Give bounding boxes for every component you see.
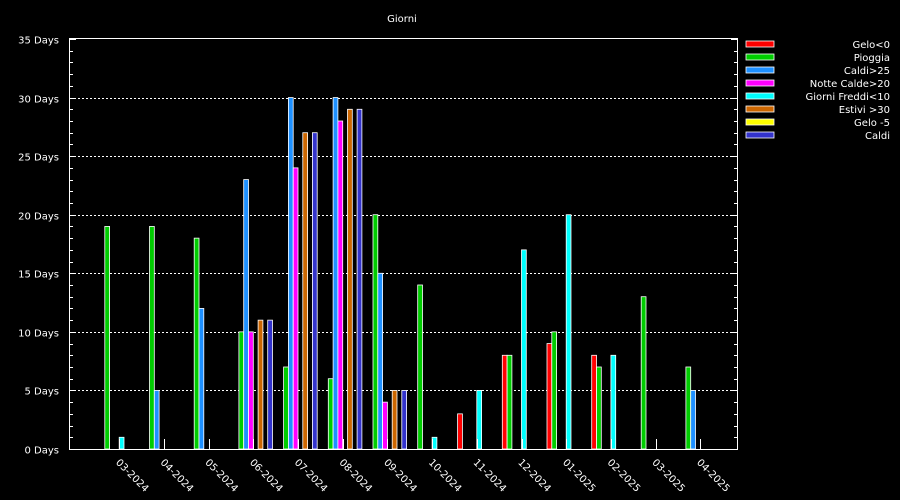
bar	[302, 132, 308, 450]
legend-label: Pioggia	[854, 53, 890, 64]
bar	[356, 108, 363, 450]
bar	[198, 308, 205, 450]
bar	[153, 390, 160, 450]
legend-swatch	[745, 66, 775, 74]
bar	[521, 249, 527, 450]
bar	[243, 179, 249, 450]
bar	[382, 401, 388, 450]
bar	[292, 167, 299, 450]
bar	[347, 108, 353, 450]
y-tick-label: 20 Days	[18, 212, 59, 223]
legend-label: Gelo -5	[854, 118, 890, 129]
legend-swatch	[745, 40, 775, 48]
bar	[640, 296, 647, 450]
legend-swatch	[745, 105, 775, 113]
bar	[546, 343, 553, 450]
bar	[501, 354, 508, 450]
bar	[506, 354, 513, 450]
legend: Gelo<0 Pioggia Caldi>25 Notte Calde>20 Giorn…	[745, 40, 890, 142]
legend-label: Gelo<0	[852, 40, 890, 51]
bar	[565, 214, 572, 450]
legend-swatch	[745, 92, 775, 100]
bar	[372, 214, 379, 450]
bar	[193, 237, 200, 450]
bar	[591, 354, 597, 450]
bar	[257, 319, 264, 450]
legend-label: Caldi>25	[844, 66, 890, 77]
bar	[332, 97, 339, 450]
bar	[283, 366, 289, 450]
y-tick-label: 25 Days	[18, 153, 59, 164]
legend-swatch	[745, 118, 775, 126]
bar	[267, 319, 273, 450]
bar	[457, 413, 463, 450]
legend-label: Estivi >30	[839, 105, 890, 116]
bar	[551, 331, 557, 450]
y-axis: 0 Days 5 Days 10 Days 15 Days 20 Days 25 Days…	[18, 36, 737, 457]
bar	[337, 120, 344, 450]
bar	[685, 366, 692, 450]
legend-label: Giorni Freddi<10	[805, 92, 890, 103]
y-tick-label: 35 Days	[18, 36, 59, 47]
y-tick-label: 15 Days	[18, 270, 59, 281]
legend-label: Notte Calde>20	[810, 79, 890, 90]
bar	[401, 390, 407, 450]
bar	[690, 390, 696, 450]
bar	[377, 272, 383, 450]
bar	[596, 366, 602, 450]
bar	[311, 132, 318, 450]
legend-swatch	[745, 79, 775, 87]
y-tick-label: 30 Days	[18, 95, 59, 106]
legend-label: Caldi	[865, 131, 890, 142]
y-tick-label: 10 Days	[18, 329, 59, 340]
bar	[327, 378, 334, 450]
bars	[104, 97, 696, 450]
bar	[287, 97, 294, 450]
bar	[391, 390, 398, 450]
chart-title: Giorni	[387, 14, 417, 25]
y-tick-label: 0 Days	[25, 446, 60, 457]
y-tick-label: 5 Days	[25, 387, 60, 398]
legend-swatch	[745, 53, 775, 61]
bar	[238, 331, 245, 450]
bar	[417, 284, 423, 450]
bar	[610, 354, 617, 450]
legend-swatch	[745, 131, 775, 139]
bar	[104, 226, 111, 450]
bar	[248, 331, 254, 450]
plot-frame	[69, 38, 738, 450]
bar	[149, 226, 155, 450]
